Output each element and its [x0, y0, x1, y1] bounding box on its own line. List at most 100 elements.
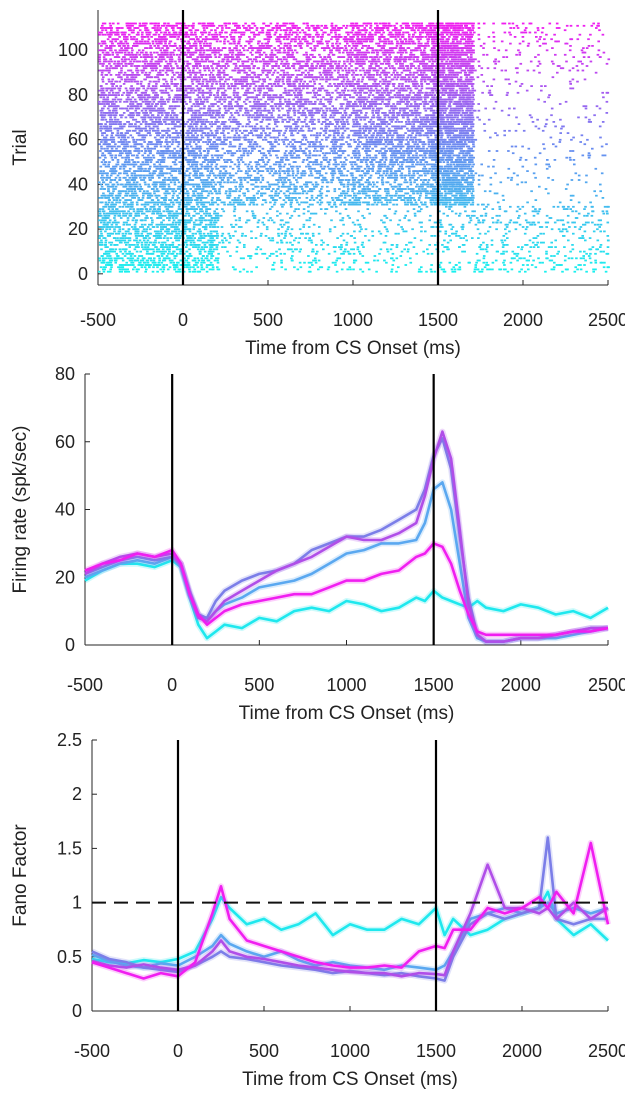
spike-mark	[193, 257, 197, 260]
spike-mark	[339, 248, 343, 251]
spike-mark	[157, 223, 161, 226]
spike-mark	[270, 194, 274, 197]
spike-mark	[275, 154, 278, 157]
spike-mark	[145, 241, 149, 244]
spike-mark	[320, 192, 324, 195]
spike-mark	[346, 185, 350, 188]
spike-mark	[591, 221, 594, 224]
spike-mark	[579, 257, 583, 260]
spike-mark	[269, 154, 272, 157]
spike-mark	[213, 210, 216, 213]
spike-mark	[406, 192, 410, 195]
spike-mark	[184, 203, 187, 206]
spike-mark	[202, 255, 205, 257]
spike-mark	[190, 217, 193, 219]
spike-mark	[448, 205, 451, 208]
spike-mark	[302, 208, 306, 210]
spike-mark	[115, 150, 118, 152]
spike-mark	[352, 268, 355, 271]
spike-mark	[343, 203, 346, 206]
spike-mark	[233, 152, 237, 155]
spike-mark	[341, 179, 344, 181]
spike-mark	[146, 161, 149, 163]
spike-mark	[216, 217, 220, 219]
spike-mark	[128, 170, 131, 172]
spike-mark	[118, 212, 121, 215]
spike-mark	[381, 183, 385, 186]
spike-mark	[416, 161, 419, 163]
spike-mark	[249, 197, 252, 199]
spike-mark	[196, 170, 200, 172]
spike-mark	[164, 152, 167, 155]
spike-mark	[534, 199, 538, 201]
spike-mark	[198, 150, 202, 152]
spike-mark	[332, 170, 336, 172]
spike-mark	[402, 161, 405, 163]
spike-mark	[98, 270, 101, 273]
spike-mark	[296, 167, 299, 170]
spike-mark	[99, 226, 102, 228]
spike-mark	[576, 268, 579, 271]
spike-mark	[160, 255, 164, 257]
spike-mark	[212, 248, 216, 251]
spike-mark	[447, 190, 451, 193]
spike-mark	[134, 235, 138, 237]
spike-mark	[191, 270, 195, 273]
spike-mark	[150, 194, 154, 197]
spike-mark	[358, 223, 362, 226]
spike-mark	[224, 192, 228, 195]
spike-mark	[292, 183, 295, 186]
spike-mark	[518, 159, 522, 161]
spike-mark	[133, 185, 136, 188]
spike-mark	[342, 261, 345, 264]
spike-mark	[126, 174, 129, 177]
spike-mark	[239, 201, 242, 204]
spike-mark	[189, 179, 193, 181]
spike-mark	[428, 219, 431, 222]
spike-mark	[448, 188, 452, 190]
spike-mark	[190, 208, 193, 210]
spike-mark	[246, 181, 250, 184]
spike-mark	[437, 176, 441, 179]
spike-mark	[192, 190, 195, 193]
spike-mark	[506, 223, 509, 226]
spike-mark	[193, 152, 196, 155]
spike-mark	[415, 154, 418, 157]
spike-mark	[149, 174, 153, 177]
spike-mark	[118, 228, 122, 231]
spike-mark	[446, 246, 449, 248]
spike-mark	[429, 190, 433, 193]
spike-mark	[190, 244, 193, 246]
spike-mark	[339, 154, 343, 157]
spike-mark	[184, 188, 188, 190]
spike-mark	[367, 165, 370, 168]
spike-mark	[318, 266, 322, 269]
spike-mark	[146, 203, 150, 206]
spike-mark	[441, 152, 445, 155]
spike-mark	[175, 270, 178, 273]
spike-mark	[421, 185, 424, 188]
spike-mark	[524, 219, 528, 222]
spike-mark	[157, 159, 160, 161]
spike-mark	[323, 179, 326, 181]
spike-mark	[195, 208, 199, 210]
spike-mark	[155, 250, 159, 253]
spike-mark	[114, 261, 117, 264]
spike-mark	[380, 179, 384, 181]
spike-mark	[162, 223, 166, 226]
spike-mark	[341, 152, 345, 155]
spike-mark	[430, 165, 434, 168]
spike-mark	[116, 239, 120, 242]
spike-mark	[183, 174, 187, 177]
spike-mark	[362, 246, 365, 248]
spike-mark	[381, 156, 385, 159]
spike-mark	[164, 226, 167, 228]
spike-mark	[383, 154, 387, 157]
spike-mark	[215, 163, 219, 166]
spike-mark	[418, 221, 422, 224]
spike-mark	[323, 176, 327, 179]
spike-mark	[102, 219, 105, 222]
spike-mark	[491, 261, 495, 264]
spike-mark	[169, 152, 172, 155]
spike-mark	[347, 203, 351, 206]
